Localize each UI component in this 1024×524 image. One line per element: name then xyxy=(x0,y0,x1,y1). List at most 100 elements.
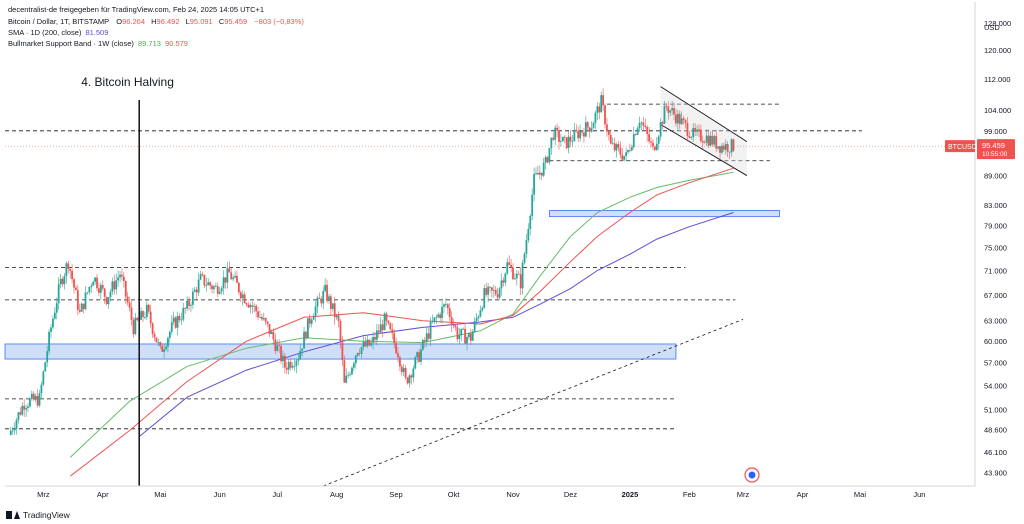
candle-body xyxy=(569,136,572,142)
candle-body xyxy=(454,325,457,328)
band-legend[interactable]: Bullmarket Support Band · 1W (close) 89.… xyxy=(8,39,190,48)
candle-body xyxy=(498,288,501,298)
candle-body xyxy=(113,281,116,290)
candle-body xyxy=(161,345,164,352)
sma-legend[interactable]: SMA · 1D (200, close) 81.509 xyxy=(8,28,110,37)
candle-body xyxy=(671,108,674,111)
candle-body xyxy=(523,253,526,263)
candle-body xyxy=(721,145,723,153)
candle-body xyxy=(629,150,631,151)
candle-body xyxy=(542,162,545,176)
candle-body xyxy=(730,139,733,153)
candle-body xyxy=(245,303,248,305)
candle-body xyxy=(644,125,647,127)
low-value: 95.091 xyxy=(189,17,213,26)
candle-body xyxy=(90,285,93,288)
band-name: Bullmarket Support Band · 1W (close) xyxy=(8,39,134,48)
candle-body xyxy=(301,348,304,351)
candle-body xyxy=(328,296,330,301)
candle-body xyxy=(78,309,81,312)
candle-body xyxy=(510,264,512,268)
candle-body xyxy=(443,304,445,307)
candle-body xyxy=(182,307,185,320)
candle-body xyxy=(259,316,261,318)
candle-body xyxy=(117,277,120,281)
x-tick-label: Apr xyxy=(797,490,809,499)
candle-body xyxy=(205,285,208,286)
candle-body xyxy=(61,278,64,285)
candle-body xyxy=(145,304,148,318)
candle-body xyxy=(168,331,171,338)
candle-body xyxy=(464,328,466,344)
candle-body xyxy=(377,330,380,333)
candle-body xyxy=(211,285,213,290)
currency-label: USD xyxy=(984,23,1000,32)
symbol-line: Bitcoin / Dollar, 1T, BITSTAMP O96.264 H… xyxy=(8,17,306,26)
support-band-green-line xyxy=(69,171,734,458)
candle-body xyxy=(517,273,520,275)
candle-body xyxy=(385,313,388,321)
candle-body xyxy=(109,291,112,298)
candle-body xyxy=(621,154,624,160)
candle-body xyxy=(701,140,704,143)
candle-body xyxy=(431,321,434,323)
candle-body xyxy=(356,352,359,356)
candle-body xyxy=(218,291,221,294)
candle-body xyxy=(469,333,472,341)
candle-body xyxy=(165,346,167,350)
candle-body xyxy=(140,311,143,320)
x-tick-label: Mrz xyxy=(737,490,750,499)
candle-body xyxy=(92,281,95,286)
candle-body xyxy=(149,311,152,324)
candle-body xyxy=(450,317,453,325)
candle-body xyxy=(630,147,633,151)
candle-body xyxy=(197,279,200,293)
candle-body xyxy=(445,304,447,306)
candle-body xyxy=(333,303,336,318)
candle-body xyxy=(180,319,183,321)
candle-body xyxy=(84,292,87,310)
candle-body xyxy=(188,300,190,306)
candle-body xyxy=(71,270,73,280)
candle-body xyxy=(477,316,480,319)
candle-body xyxy=(167,337,169,347)
candle-body xyxy=(600,95,603,113)
tradingview-footer[interactable]: TradingView xyxy=(6,510,70,520)
candle-body xyxy=(519,274,522,289)
x-tick-label: Jun xyxy=(913,490,925,499)
x-tick-label: Jun xyxy=(214,490,226,499)
candle-body xyxy=(190,304,192,306)
candle-body xyxy=(159,342,162,346)
candle-body xyxy=(535,173,537,174)
candle-body xyxy=(82,303,85,310)
candle-body xyxy=(163,349,166,352)
y-tick-label: 104.000 xyxy=(984,106,1011,115)
symbol-name[interactable]: Bitcoin / Dollar, 1T, BITSTAMP xyxy=(8,17,110,26)
y-tick-label: 60.000 xyxy=(984,337,1007,346)
candle-body xyxy=(314,306,317,317)
candle-body xyxy=(561,136,564,142)
candle-body xyxy=(349,374,351,376)
candle-body xyxy=(282,355,284,362)
candle-body xyxy=(337,315,340,322)
candle-body xyxy=(21,405,24,415)
candle-body xyxy=(351,367,353,375)
candle-body xyxy=(295,360,298,366)
candle-body xyxy=(638,122,641,129)
candle-body xyxy=(308,318,311,324)
candle-body xyxy=(283,355,286,368)
candle-body xyxy=(675,114,677,124)
candle-body xyxy=(255,305,258,312)
candle-body xyxy=(130,307,133,321)
candle-body xyxy=(144,317,146,318)
candle-body xyxy=(59,278,62,285)
candle-body xyxy=(717,146,720,149)
candle-body xyxy=(625,152,628,156)
candle-body xyxy=(491,287,493,291)
candle-body xyxy=(400,366,403,373)
candle-body xyxy=(34,395,37,400)
candle-body xyxy=(170,322,173,332)
symbol-badge-text: BTCUSD xyxy=(948,144,977,151)
candle-body xyxy=(65,263,68,277)
